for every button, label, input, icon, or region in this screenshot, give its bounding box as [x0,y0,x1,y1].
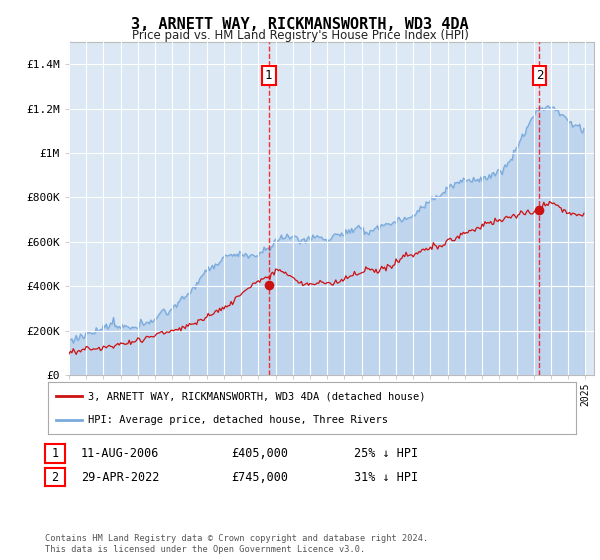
Text: 1: 1 [52,447,58,460]
Text: Contains HM Land Registry data © Crown copyright and database right 2024.
This d: Contains HM Land Registry data © Crown c… [45,534,428,554]
Text: 3, ARNETT WAY, RICKMANSWORTH, WD3 4DA (detached house): 3, ARNETT WAY, RICKMANSWORTH, WD3 4DA (d… [88,391,425,402]
Text: £745,000: £745,000 [231,470,288,484]
Text: 2: 2 [536,69,543,82]
Text: 29-APR-2022: 29-APR-2022 [81,470,160,484]
Text: 2: 2 [52,470,58,484]
Text: 31% ↓ HPI: 31% ↓ HPI [354,470,418,484]
Text: 25% ↓ HPI: 25% ↓ HPI [354,447,418,460]
Text: 1: 1 [265,69,272,82]
Text: 11-AUG-2006: 11-AUG-2006 [81,447,160,460]
Text: 3, ARNETT WAY, RICKMANSWORTH, WD3 4DA: 3, ARNETT WAY, RICKMANSWORTH, WD3 4DA [131,17,469,32]
Text: £405,000: £405,000 [231,447,288,460]
Text: Price paid vs. HM Land Registry's House Price Index (HPI): Price paid vs. HM Land Registry's House … [131,29,469,42]
Text: HPI: Average price, detached house, Three Rivers: HPI: Average price, detached house, Thre… [88,415,388,425]
